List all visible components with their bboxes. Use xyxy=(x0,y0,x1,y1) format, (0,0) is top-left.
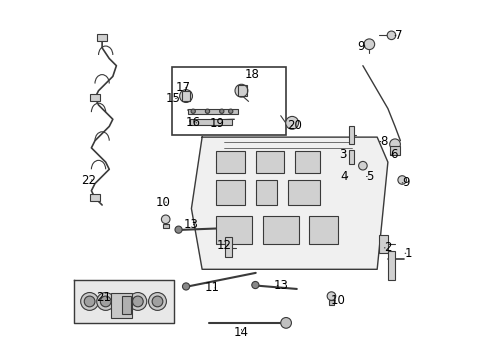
Bar xyxy=(163,224,169,228)
Circle shape xyxy=(235,84,248,97)
Circle shape xyxy=(359,161,367,170)
Text: 19: 19 xyxy=(210,117,224,130)
Circle shape xyxy=(161,215,170,224)
Text: 1: 1 xyxy=(405,247,413,260)
Text: 3: 3 xyxy=(339,148,346,162)
Circle shape xyxy=(182,283,190,290)
Circle shape xyxy=(97,293,115,310)
Polygon shape xyxy=(192,137,388,269)
Bar xyxy=(97,33,107,41)
Circle shape xyxy=(132,296,143,307)
Circle shape xyxy=(228,109,233,113)
Circle shape xyxy=(180,90,193,103)
Bar xyxy=(263,216,298,244)
Bar xyxy=(348,126,354,144)
Circle shape xyxy=(252,282,259,289)
Text: 16: 16 xyxy=(186,116,201,129)
Bar xyxy=(379,235,388,253)
Bar xyxy=(217,152,245,173)
Circle shape xyxy=(387,31,396,40)
Text: 2: 2 xyxy=(384,241,392,255)
Bar xyxy=(388,251,395,280)
Text: 14: 14 xyxy=(234,327,249,339)
Text: 10: 10 xyxy=(155,195,171,209)
Bar xyxy=(90,194,100,202)
Text: 21: 21 xyxy=(97,291,111,304)
Circle shape xyxy=(364,39,375,50)
Bar xyxy=(172,67,286,135)
Text: 18: 18 xyxy=(245,68,260,81)
Circle shape xyxy=(84,296,95,307)
Text: 9: 9 xyxy=(358,40,365,53)
Text: 13: 13 xyxy=(183,218,198,231)
Bar xyxy=(217,180,245,205)
Circle shape xyxy=(175,226,182,233)
Text: 4: 4 xyxy=(341,170,348,183)
Text: 9: 9 xyxy=(402,176,410,189)
Bar xyxy=(288,180,320,205)
Circle shape xyxy=(327,292,336,300)
Circle shape xyxy=(286,116,298,129)
Text: 20: 20 xyxy=(288,119,302,132)
Circle shape xyxy=(152,296,163,307)
Circle shape xyxy=(191,109,196,113)
Bar xyxy=(348,150,354,164)
Text: 11: 11 xyxy=(205,282,220,294)
Circle shape xyxy=(390,139,400,150)
Circle shape xyxy=(281,318,292,328)
Bar xyxy=(182,91,190,102)
Bar xyxy=(295,152,320,173)
Text: 6: 6 xyxy=(391,148,398,162)
Bar xyxy=(309,216,338,244)
Text: 5: 5 xyxy=(367,170,374,183)
Text: 10: 10 xyxy=(330,294,345,307)
Circle shape xyxy=(205,109,210,113)
Bar xyxy=(122,296,131,314)
Bar xyxy=(190,119,232,125)
Circle shape xyxy=(129,293,147,310)
Bar xyxy=(90,94,100,102)
Text: 22: 22 xyxy=(81,174,96,186)
Text: 7: 7 xyxy=(395,29,402,42)
Bar xyxy=(238,85,247,96)
Polygon shape xyxy=(74,280,173,323)
Circle shape xyxy=(148,293,167,310)
Bar xyxy=(256,180,277,205)
Text: 13: 13 xyxy=(273,279,288,292)
Bar xyxy=(329,300,334,305)
Bar xyxy=(188,109,238,114)
Bar xyxy=(256,152,284,173)
Text: 12: 12 xyxy=(217,239,232,252)
Bar xyxy=(390,146,400,155)
Circle shape xyxy=(398,176,407,184)
Bar xyxy=(225,237,232,257)
Bar xyxy=(217,216,252,244)
Bar xyxy=(111,293,132,318)
Circle shape xyxy=(220,109,224,113)
Circle shape xyxy=(81,293,98,310)
Circle shape xyxy=(100,296,111,307)
Text: 8: 8 xyxy=(380,135,387,148)
Text: 15: 15 xyxy=(166,92,180,105)
Text: 17: 17 xyxy=(175,81,190,94)
